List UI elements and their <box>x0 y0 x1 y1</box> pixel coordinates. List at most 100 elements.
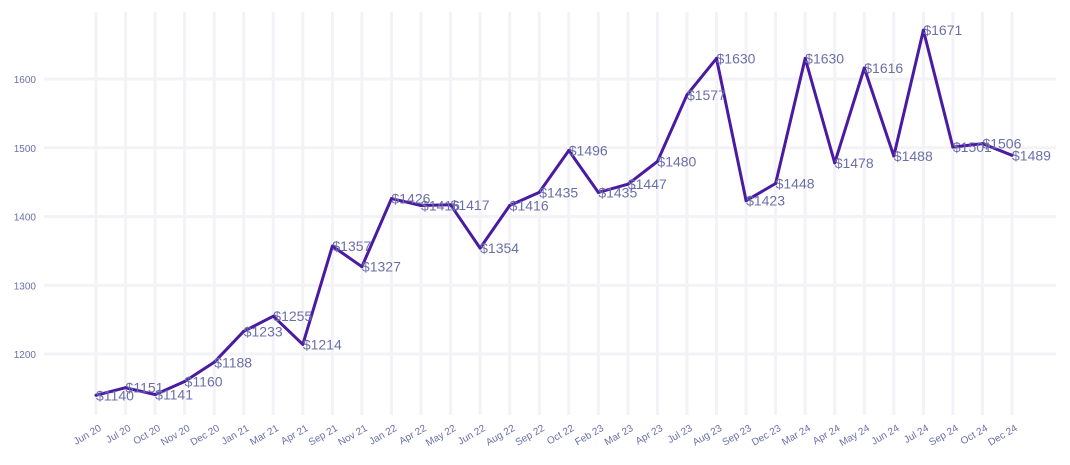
x-tick-label: Jun 20 <box>72 423 104 448</box>
data-label: $1630 <box>717 50 756 66</box>
series-line <box>95 28 1013 397</box>
data-point <box>212 360 216 364</box>
y-tick-label: 1400 <box>14 213 37 224</box>
y-axis-ticks: 1200 1300 1400 1500 1600 <box>14 75 37 361</box>
x-tick-label: Aug 23 <box>691 423 724 449</box>
data-point <box>537 190 541 194</box>
data-point <box>892 154 896 158</box>
x-tick-label: Apr 24 <box>811 423 842 447</box>
x-tick-label: May 24 <box>838 423 872 449</box>
data-label: $1435 <box>539 184 578 200</box>
data-point <box>951 145 955 149</box>
data-point <box>980 142 984 146</box>
data-point <box>715 56 719 60</box>
x-tick-label: Nov 21 <box>336 423 369 449</box>
grid <box>44 12 1056 415</box>
x-tick-label: Jan 21 <box>220 423 252 448</box>
data-label: $1354 <box>480 240 519 256</box>
data-label: $1233 <box>244 323 283 339</box>
data-point <box>626 182 630 186</box>
data-point <box>508 204 512 207</box>
data-point <box>567 149 571 152</box>
data-label: $1141 <box>155 387 193 403</box>
data-point <box>774 182 778 185</box>
data-point <box>596 190 600 194</box>
data-label: $1447 <box>628 176 667 192</box>
data-label: $1416 <box>510 198 549 214</box>
x-tick-label: Dec 24 <box>987 423 1020 449</box>
data-label: $1140 <box>96 387 134 403</box>
x-tick-label: Nov 20 <box>159 423 192 449</box>
x-tick-label: Sep 22 <box>514 423 547 449</box>
data-label: $1357 <box>332 238 371 254</box>
data-label: $1489 <box>1012 147 1051 163</box>
data-point <box>271 314 275 318</box>
y-tick-label: 1600 <box>14 75 37 86</box>
data-label: $1417 <box>451 197 490 213</box>
x-tick-label: Jul 20 <box>104 423 133 446</box>
data-label: $1188 <box>214 354 252 370</box>
x-tick-label: May 22 <box>424 423 458 449</box>
x-tick-label: Sep 21 <box>307 423 340 449</box>
data-label: $1416 <box>421 198 460 214</box>
y-tick-label: 1200 <box>14 350 37 361</box>
data-label: $1496 <box>569 143 608 159</box>
x-tick-label: Oct 22 <box>545 423 576 447</box>
y-tick-label: 1300 <box>14 281 37 292</box>
data-point <box>833 161 837 165</box>
x-tick-label: Feb 23 <box>573 423 606 448</box>
data-label: $1671 <box>923 22 962 38</box>
x-tick-label: Jan 22 <box>367 423 399 448</box>
data-label: $1501 <box>953 139 992 155</box>
x-tick-label: Aug 22 <box>484 423 517 449</box>
data-label: $1488 <box>894 148 933 164</box>
x-tick-label: Mar 21 <box>248 423 281 448</box>
data-point <box>1010 153 1014 157</box>
series-line-layer <box>94 28 1014 397</box>
data-label: $1214 <box>303 336 342 352</box>
x-tick-label: Jun 22 <box>456 423 488 448</box>
data-label: $1151 <box>126 380 164 396</box>
data-label: $1506 <box>982 136 1021 152</box>
x-tick-label: Mar 24 <box>780 423 813 448</box>
data-label: $1255 <box>273 308 312 324</box>
data-label: $1478 <box>835 155 874 171</box>
data-label: $1630 <box>805 50 844 66</box>
data-label: $1616 <box>864 60 903 76</box>
data-point <box>389 197 393 201</box>
data-point <box>301 342 305 346</box>
data-point <box>655 160 659 163</box>
data-point <box>744 199 748 203</box>
data-label: $1426 <box>391 191 430 207</box>
x-tick-label: Oct 20 <box>132 423 163 447</box>
x-tick-label: Jul 23 <box>666 423 695 446</box>
data-point <box>242 329 246 333</box>
data-point <box>330 244 334 248</box>
y-tick-label: 1500 <box>14 144 37 155</box>
data-label: $1577 <box>687 87 726 103</box>
x-tick-label: Dec 23 <box>750 423 783 449</box>
data-label: $1160 <box>185 374 223 390</box>
data-point <box>94 393 98 397</box>
data-point <box>685 93 689 97</box>
data-point <box>153 393 157 397</box>
data-point <box>478 246 482 250</box>
data-label: $1480 <box>657 154 696 170</box>
data-label: $1423 <box>746 193 785 209</box>
data-point <box>183 380 187 383</box>
data-point <box>803 56 807 60</box>
data-point <box>124 386 128 390</box>
data-point <box>449 203 453 207</box>
data-point <box>360 265 364 269</box>
x-tick-label: Jul 24 <box>902 423 931 446</box>
x-tick-label: Sep 23 <box>721 423 754 449</box>
data-point <box>862 66 866 70</box>
x-tick-label: Apr 22 <box>398 423 429 447</box>
data-labels: $1140$1151$1141$1160 $1188 $1233$1255 $1214… <box>96 22 1051 403</box>
x-tick-label: Dec 20 <box>189 423 222 449</box>
x-tick-label: Sep 24 <box>927 423 960 449</box>
x-tick-label: Apr 23 <box>634 423 665 447</box>
x-tick-label: Mar 23 <box>603 423 636 448</box>
